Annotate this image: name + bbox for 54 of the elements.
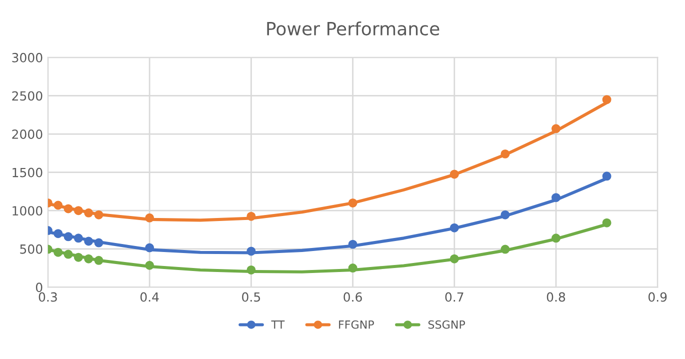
- point: [450, 254, 459, 264]
- point: [64, 232, 73, 242]
- y-tick-label: 1500: [12, 168, 42, 178]
- point: [602, 172, 612, 181]
- point: [551, 234, 560, 243]
- point: [602, 218, 612, 228]
- point: [348, 264, 358, 273]
- point: [74, 206, 83, 216]
- point: [84, 236, 94, 246]
- point: [551, 193, 560, 202]
- y-tick-label: 500: [20, 244, 42, 254]
- x-tick-label: 0.8: [546, 292, 566, 302]
- point: [602, 95, 612, 104]
- point: [64, 250, 73, 259]
- x-tick-label: 0.9: [648, 292, 667, 302]
- point: [64, 204, 73, 214]
- legend-label: SSGNP: [428, 320, 466, 329]
- point: [84, 254, 94, 264]
- y-tick-label: 2000: [12, 130, 42, 139]
- point: [74, 234, 83, 243]
- chart-title: Power Performance: [267, 22, 440, 36]
- point: [54, 200, 63, 210]
- x-tick-label: 0.3: [38, 292, 57, 302]
- point: [246, 246, 256, 256]
- x-tick-label: 0.6: [344, 292, 362, 302]
- point: [145, 260, 154, 270]
- y-tick-label: 3000: [12, 52, 42, 62]
- point: [348, 198, 358, 208]
- point: [54, 248, 63, 257]
- point: [450, 223, 459, 232]
- point: [145, 213, 154, 222]
- point: [500, 149, 510, 158]
- point: [246, 265, 256, 274]
- point: [348, 240, 358, 249]
- point: [94, 238, 104, 248]
- point: [145, 243, 154, 252]
- point: [500, 210, 510, 220]
- legend-label: FFGNP: [339, 320, 374, 329]
- legend-label: TT: [271, 320, 285, 329]
- x-tick-label: 0.5: [242, 292, 260, 302]
- point: [551, 124, 560, 134]
- point: [450, 170, 459, 179]
- point: [54, 229, 63, 238]
- point: [74, 252, 83, 262]
- x-tick-label: 0.7: [445, 292, 464, 302]
- point: [94, 256, 104, 265]
- y-tick-label: 0: [36, 282, 42, 292]
- x-tick-label: 0.4: [140, 292, 159, 302]
- point: [94, 210, 104, 220]
- point: [500, 244, 510, 254]
- point: [246, 212, 256, 221]
- point: [84, 208, 94, 218]
- y-tick-label: 2500: [12, 91, 42, 101]
- y-tick-label: 1000: [12, 206, 42, 216]
